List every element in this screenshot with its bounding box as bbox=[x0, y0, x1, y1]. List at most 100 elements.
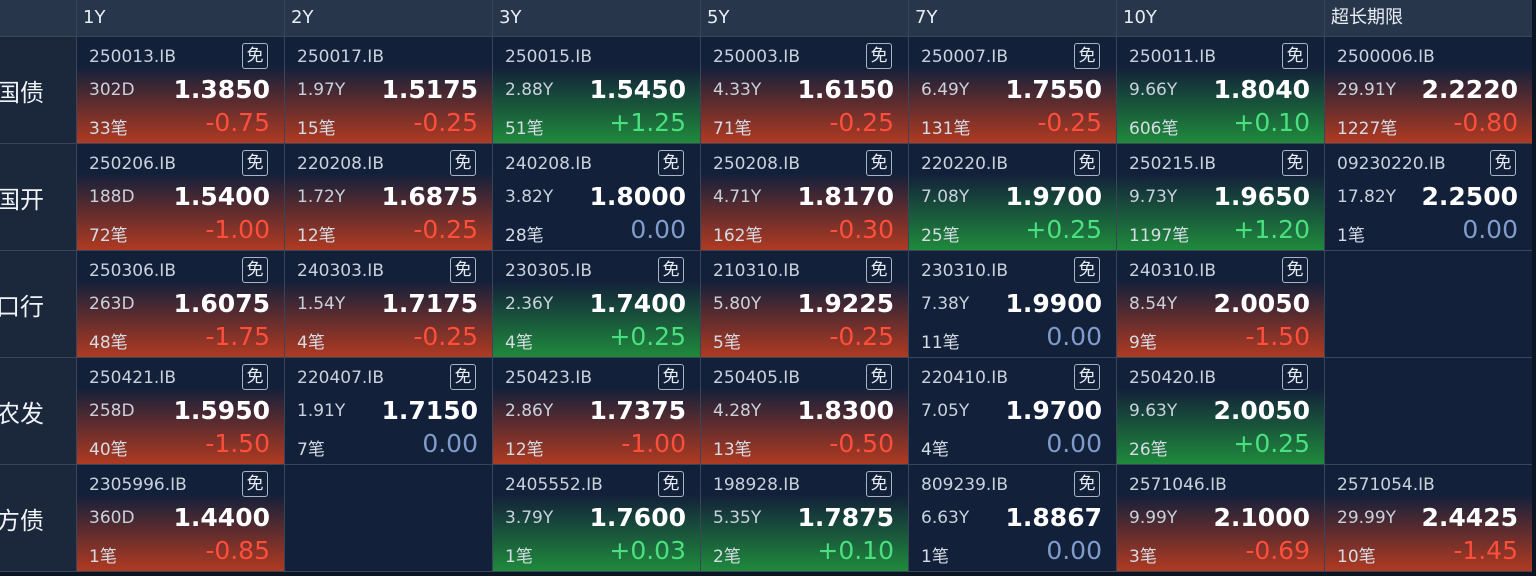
quote-cell[interactable]: 240303.IB 免 1.54Y 1.7175 4笔 -0.25 bbox=[285, 251, 492, 357]
trade-count: 12笔 bbox=[297, 226, 336, 246]
yield: 2.2500 bbox=[1421, 182, 1518, 211]
tax-free-badge: 免 bbox=[1074, 43, 1100, 69]
quote-cell[interactable]: 250208.IB 免 4.71Y 1.8170 162笔 -0.30 bbox=[701, 144, 908, 250]
row-label[interactable]: 农发 bbox=[0, 358, 76, 464]
column-header[interactable]: 5Y bbox=[701, 0, 908, 36]
quote-cell[interactable]: 2571046.IB 9.99Y 2.1000 3笔 -0.69 bbox=[1117, 465, 1324, 571]
yield: 2.2220 bbox=[1421, 75, 1518, 104]
trade-count: 13笔 bbox=[713, 440, 752, 460]
trade-count: 15笔 bbox=[297, 119, 336, 139]
column-header[interactable]: 7Y bbox=[909, 0, 1116, 36]
bond-code: 240208.IB bbox=[505, 154, 592, 174]
yield-change: +1.25 bbox=[609, 108, 686, 137]
yield-change: -0.25 bbox=[413, 108, 478, 137]
trade-count: 26笔 bbox=[1129, 440, 1168, 460]
quote-cell[interactable]: 220407.IB 免 1.91Y 1.7150 7笔 0.00 bbox=[285, 358, 492, 464]
row-label[interactable]: 国开 bbox=[0, 144, 76, 250]
quote-cell[interactable]: 250405.IB 免 4.28Y 1.8300 13笔 -0.50 bbox=[701, 358, 908, 464]
yield-change: -1.50 bbox=[1245, 322, 1310, 351]
yield: 1.9700 bbox=[1005, 396, 1102, 425]
row-label[interactable]: 进出口行 bbox=[0, 251, 76, 357]
quote-cell[interactable]: 210310.IB 免 5.80Y 1.9225 5笔 -0.25 bbox=[701, 251, 908, 357]
column-header[interactable]: 1Y bbox=[77, 0, 284, 36]
quote-cell[interactable]: 220220.IB 免 7.08Y 1.9700 25笔 +0.25 bbox=[909, 144, 1116, 250]
trade-count: 1笔 bbox=[89, 547, 117, 567]
quote-cell[interactable]: 250421.IB 免 258D 1.5950 40笔 -1.50 bbox=[77, 358, 284, 464]
yield-change: -0.80 bbox=[1453, 108, 1518, 137]
bond-code: 250215.IB bbox=[1129, 154, 1216, 174]
remaining-term: 4.33Y bbox=[713, 80, 762, 100]
trade-count: 4笔 bbox=[505, 333, 533, 353]
quote-cell[interactable]: 220208.IB 免 1.72Y 1.6875 12笔 -0.25 bbox=[285, 144, 492, 250]
quote-cell[interactable]: 250015.IB 2.88Y 1.5450 51笔 +1.25 bbox=[493, 37, 700, 143]
tax-free-badge: 免 bbox=[658, 150, 684, 176]
remaining-term: 7.08Y bbox=[921, 187, 970, 207]
remaining-term: 6.49Y bbox=[921, 80, 970, 100]
tax-free-badge: 免 bbox=[866, 150, 892, 176]
tax-free-badge: 免 bbox=[242, 43, 268, 69]
yield-change: +0.10 bbox=[1233, 108, 1310, 137]
yield: 1.8300 bbox=[797, 396, 894, 425]
quote-cell[interactable]: 250423.IB 免 2.86Y 1.7375 12笔 -1.00 bbox=[493, 358, 700, 464]
column-header[interactable]: 2Y bbox=[285, 0, 492, 36]
trade-count: 40笔 bbox=[89, 440, 128, 460]
quote-cell[interactable]: 250007.IB 免 6.49Y 1.7550 131笔 -0.25 bbox=[909, 37, 1116, 143]
quote-cell[interactable]: 250013.IB 免 302D 1.3850 33笔 -0.75 bbox=[77, 37, 284, 143]
remaining-term: 9.66Y bbox=[1129, 80, 1178, 100]
yield: 1.5450 bbox=[589, 75, 686, 104]
bond-code: 250013.IB bbox=[89, 47, 176, 67]
quote-cell[interactable]: 250003.IB 免 4.33Y 1.6150 71笔 -0.25 bbox=[701, 37, 908, 143]
quote-cell[interactable]: 240208.IB 免 3.82Y 1.8000 28笔 0.00 bbox=[493, 144, 700, 250]
yield: 1.9900 bbox=[1005, 289, 1102, 318]
quote-cell[interactable]: 220410.IB 免 7.05Y 1.9700 4笔 0.00 bbox=[909, 358, 1116, 464]
yield-change: 0.00 bbox=[630, 215, 686, 244]
quote-cell[interactable]: 240310.IB 免 8.54Y 2.0050 9笔 -1.50 bbox=[1117, 251, 1324, 357]
tax-free-badge: 免 bbox=[658, 364, 684, 390]
column-header[interactable]: 超长期限 bbox=[1325, 0, 1532, 36]
quote-cell[interactable]: 09230220.IB 免 17.82Y 2.2500 1笔 0.00 bbox=[1325, 144, 1532, 250]
tax-free-badge: 免 bbox=[866, 43, 892, 69]
yield-change: +0.10 bbox=[817, 536, 894, 565]
yield-change: 0.00 bbox=[1046, 322, 1102, 351]
tax-free-badge: 免 bbox=[1074, 364, 1100, 390]
bond-code: 809239.IB bbox=[921, 475, 1008, 495]
yield-change: -0.75 bbox=[205, 108, 270, 137]
bond-code: 250306.IB bbox=[89, 261, 176, 281]
quote-cell[interactable]: 250306.IB 免 263D 1.6075 48笔 -1.75 bbox=[77, 251, 284, 357]
quote-cell[interactable]: 250420.IB 免 9.63Y 2.0050 26笔 +0.25 bbox=[1117, 358, 1324, 464]
quote-cell[interactable]: 250215.IB 免 9.73Y 1.9650 1197笔 +1.20 bbox=[1117, 144, 1324, 250]
trade-count: 72笔 bbox=[89, 226, 128, 246]
quote-cell[interactable]: 2571054.IB 29.99Y 2.4425 10笔 -1.45 bbox=[1325, 465, 1532, 571]
quote-cell[interactable]: 198928.IB 免 5.35Y 1.7875 2笔 +0.10 bbox=[701, 465, 908, 571]
quote-cell[interactable]: 230305.IB 免 2.36Y 1.7400 4笔 +0.25 bbox=[493, 251, 700, 357]
yield-change: -1.00 bbox=[621, 429, 686, 458]
quote-cell[interactable]: 2405552.IB 免 3.79Y 1.7600 1笔 +0.03 bbox=[493, 465, 700, 571]
quote-cell[interactable]: 250011.IB 免 9.66Y 1.8040 606笔 +0.10 bbox=[1117, 37, 1324, 143]
trade-count: 2笔 bbox=[713, 547, 741, 567]
remaining-term: 5.80Y bbox=[713, 294, 762, 314]
quote-cell[interactable]: 230310.IB 免 7.38Y 1.9900 11笔 0.00 bbox=[909, 251, 1116, 357]
remaining-term: 9.73Y bbox=[1129, 187, 1178, 207]
row-label[interactable]: 国债 bbox=[0, 37, 76, 143]
quote-cell[interactable]: 809239.IB 免 6.63Y 1.8867 1笔 0.00 bbox=[909, 465, 1116, 571]
bond-code: 250017.IB bbox=[297, 47, 384, 67]
row-label[interactable]: 地方债 bbox=[0, 465, 76, 571]
tax-free-badge: 免 bbox=[1490, 150, 1516, 176]
bond-code: 250003.IB bbox=[713, 47, 800, 67]
remaining-term: 29.99Y bbox=[1337, 508, 1397, 528]
yield-change: -0.50 bbox=[829, 429, 894, 458]
tax-free-badge: 免 bbox=[450, 150, 476, 176]
trade-count: 606笔 bbox=[1129, 119, 1179, 139]
quote-cell[interactable]: 250206.IB 免 188D 1.5400 72笔 -1.00 bbox=[77, 144, 284, 250]
quote-cell[interactable]: 250017.IB 1.97Y 1.5175 15笔 -0.25 bbox=[285, 37, 492, 143]
bond-code: 220220.IB bbox=[921, 154, 1008, 174]
column-header[interactable]: 10Y bbox=[1117, 0, 1324, 36]
quote-cell[interactable]: 2305996.IB 免 360D 1.4400 1笔 -0.85 bbox=[77, 465, 284, 571]
yield: 1.8000 bbox=[589, 182, 686, 211]
tax-free-badge: 免 bbox=[242, 471, 268, 497]
quote-cell[interactable]: 2500006.IB 29.91Y 2.2220 1227笔 -0.80 bbox=[1325, 37, 1532, 143]
column-header[interactable]: 3Y bbox=[493, 0, 700, 36]
tax-free-badge: 免 bbox=[658, 471, 684, 497]
yield: 2.0050 bbox=[1213, 289, 1310, 318]
